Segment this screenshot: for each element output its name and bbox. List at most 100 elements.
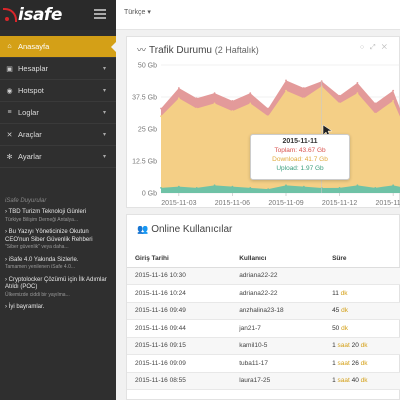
news-item[interactable]: › TBD Turizm Teknoloji Günleri Türkiye B… xyxy=(5,209,111,223)
sidebar-item-anasayfa[interactable]: ⌂ Anasayfa xyxy=(0,36,116,58)
column-header[interactable]: Süre xyxy=(324,251,400,268)
traffic-title-text: Trafik Durumu xyxy=(149,45,212,56)
sidebar-menu: ⌂ Anasayfa ▣ Hesaplar ▾ ◉ Hotspot ▾ ≡ Lo… xyxy=(0,36,116,168)
y-tick-label: 25 Gb xyxy=(138,127,157,134)
data-point-toplam xyxy=(302,87,305,89)
chevron-down-icon: ▾ xyxy=(102,88,106,94)
tooltip-total: Toplam: 43.67 Gb xyxy=(274,147,326,154)
sidebar-item-loglar[interactable]: ≡ Loglar ▾ xyxy=(0,102,116,124)
news-headline[interactable]: › İyi bayramlar. xyxy=(5,304,45,310)
x-tick-label: 2015-11-12 xyxy=(322,200,357,207)
news-summary: Türkiye Bilişim Derneği Antalya... xyxy=(5,216,79,223)
x-tick-label: 2015-11-06 xyxy=(215,200,250,207)
data-point-upload xyxy=(356,184,359,187)
x-tick-label: 2015-11-09 xyxy=(268,200,303,207)
top-bar: Türkçe ▾ xyxy=(116,0,400,30)
data-point-upload xyxy=(249,186,252,189)
chevron-down-icon: ▾ xyxy=(102,154,106,160)
login-date-cell: 2015-11-16 10:30 xyxy=(127,267,232,285)
data-point-upload xyxy=(160,186,162,189)
news-item[interactable]: › Cryptolocker Çözümü için İlk Adımlar A… xyxy=(5,277,111,299)
chevron-down-icon: ▾ xyxy=(102,110,106,116)
table-row[interactable]: 2015-11-16 09:49 anzhalina23-18 45 dk xyxy=(127,302,400,320)
active-caret xyxy=(111,42,116,52)
hamburger-menu-icon[interactable] xyxy=(94,9,106,19)
duration-cell: 50 dk xyxy=(324,319,400,338)
data-point-download xyxy=(195,107,198,110)
duration-unit: saat xyxy=(335,342,352,350)
sidebar: isafe ⌂ Anasayfa ▣ Hesaplar ▾ ◉ Hotspot … xyxy=(0,0,116,400)
login-date-cell: 2015-11-16 09:44 xyxy=(127,319,232,338)
y-tick-label: 50 Gb xyxy=(138,63,157,70)
data-point-download xyxy=(267,115,270,118)
news-headline[interactable]: › TBD Turizm Teknoloji Günleri xyxy=(5,209,87,215)
data-point-upload xyxy=(374,186,377,189)
language-select[interactable]: Türkçe ▾ xyxy=(124,9,151,16)
data-point-download xyxy=(177,97,180,100)
data-point-upload xyxy=(338,186,341,189)
close-icon[interactable]: ✕ xyxy=(381,44,393,51)
line-chart-icon: 〰 xyxy=(137,45,147,55)
wrench-icon: ✕ xyxy=(6,131,13,139)
table-row[interactable]: 2015-11-16 09:09 tuba11-17 1 saat 26 dk xyxy=(127,354,400,373)
column-header[interactable]: Giriş Tarihi xyxy=(127,251,232,268)
panel-tools: ○⤢✕ xyxy=(360,44,393,52)
column-header[interactable]: Kullanıcı xyxy=(231,251,325,268)
data-point-toplam xyxy=(160,107,162,110)
online-users-title: 👥 Online Kullanıcılar xyxy=(137,224,232,235)
login-date-cell: 2015-11-16 10:24 xyxy=(127,284,232,303)
duration-value: 40 xyxy=(351,377,359,385)
y-tick-label: 12.5 Gb xyxy=(132,159,157,166)
duration-unit: dk xyxy=(358,359,368,367)
logo-mark-icon xyxy=(3,8,17,22)
news-item[interactable]: › Bu Yazıyı Yöneticinize Okutun CEO'nun … xyxy=(5,229,111,251)
duration-value: 1 xyxy=(332,342,336,350)
y-tick-label: 37.5 Gb xyxy=(132,95,157,102)
duration-value: 26 xyxy=(351,359,359,367)
duration-unit: dk xyxy=(358,342,368,350)
table-row[interactable]: 2015-11-16 10:30 adriana22-22 xyxy=(127,267,400,285)
news-title: iSafe Duyurular xyxy=(5,198,47,204)
logo[interactable]: isafe xyxy=(3,5,62,25)
logo-text: isafe xyxy=(18,5,62,25)
list-icon: ≡ xyxy=(7,109,12,116)
data-point-toplam xyxy=(177,87,180,89)
data-point-toplam xyxy=(213,92,216,95)
user-cell: adriana22-22 xyxy=(231,284,325,303)
login-date-cell: 2015-11-16 09:15 xyxy=(127,337,232,355)
duration-unit: dk xyxy=(339,307,348,315)
duration-value: 1 xyxy=(332,377,336,385)
sidebar-item-hesaplar[interactable]: ▣ Hesaplar ▾ xyxy=(0,58,116,80)
sidebar-item-ayarlar[interactable]: ✻ Ayarlar ▾ xyxy=(0,146,116,168)
chart-tooltip: 2015-11-11 Toplam: 43.67 Gb Download: 41… xyxy=(250,134,350,180)
gear-icon: ✻ xyxy=(6,153,13,161)
table-row[interactable]: 2015-11-16 10:24 adriana22-22 11 dk xyxy=(127,284,400,303)
sidebar-item-hotspot[interactable]: ◉ Hotspot ▾ xyxy=(0,80,116,102)
wifi-icon: ◉ xyxy=(6,87,13,95)
traffic-title: 〰 Trafik Durumu (2 Haftalık) xyxy=(137,43,259,56)
table-row[interactable]: 2015-11-16 09:15 kamil10-5 1 saat 20 dk xyxy=(127,337,400,355)
expand-icon[interactable]: ⤢ xyxy=(370,44,382,51)
news-headline[interactable]: › iSafe 4.0 Yakında Sizlerle. xyxy=(5,256,79,263)
online-users-table: Giriş Tarihi Kullanıcı Süre 2015-11-16 1… xyxy=(127,251,400,390)
data-point-download xyxy=(160,115,162,118)
duration-value: 50 xyxy=(332,324,340,332)
x-tick-label: 2015-11-15 xyxy=(375,200,400,207)
duration-unit: dk xyxy=(358,377,368,385)
data-point-upload xyxy=(231,185,234,188)
sidebar-item-araclar[interactable]: ✕ Araçlar ▾ xyxy=(0,124,116,146)
news-headline[interactable]: › Bu Yazıyı Yöneticinize Okutun CEO'nun … xyxy=(5,229,93,243)
traffic-panel: 〰 Trafik Durumu (2 Haftalık) ○⤢✕ 0 Gb 12.5… xyxy=(126,36,400,208)
news-headline[interactable]: › Cryptolocker Çözümü için İlk Adımlar A… xyxy=(5,276,107,291)
news-item[interactable]: › iSafe 4.0 Yakında Sizlerle. Tamamen ye… xyxy=(5,257,111,271)
login-date-cell: 2015-11-16 08:55 xyxy=(127,372,232,390)
tooltip-upload: Upload: 1.97 Gb xyxy=(276,164,324,172)
data-point-toplam xyxy=(231,99,234,102)
table-row[interactable]: 2015-11-16 08:55 laura17-25 1 saat 40 dk xyxy=(127,372,400,390)
news-item[interactable]: › İyi bayramlar. xyxy=(5,304,111,312)
login-date-cell: 2015-11-16 09:49 xyxy=(127,302,232,320)
refresh-icon[interactable]: ○ xyxy=(359,44,371,51)
table-row[interactable]: 2015-11-16 09:44 jan21-7 50 dk xyxy=(127,319,400,338)
tooltip-date: 2015-11-11 xyxy=(282,138,318,145)
duration-cell: 1 saat 20 dk xyxy=(324,337,400,355)
